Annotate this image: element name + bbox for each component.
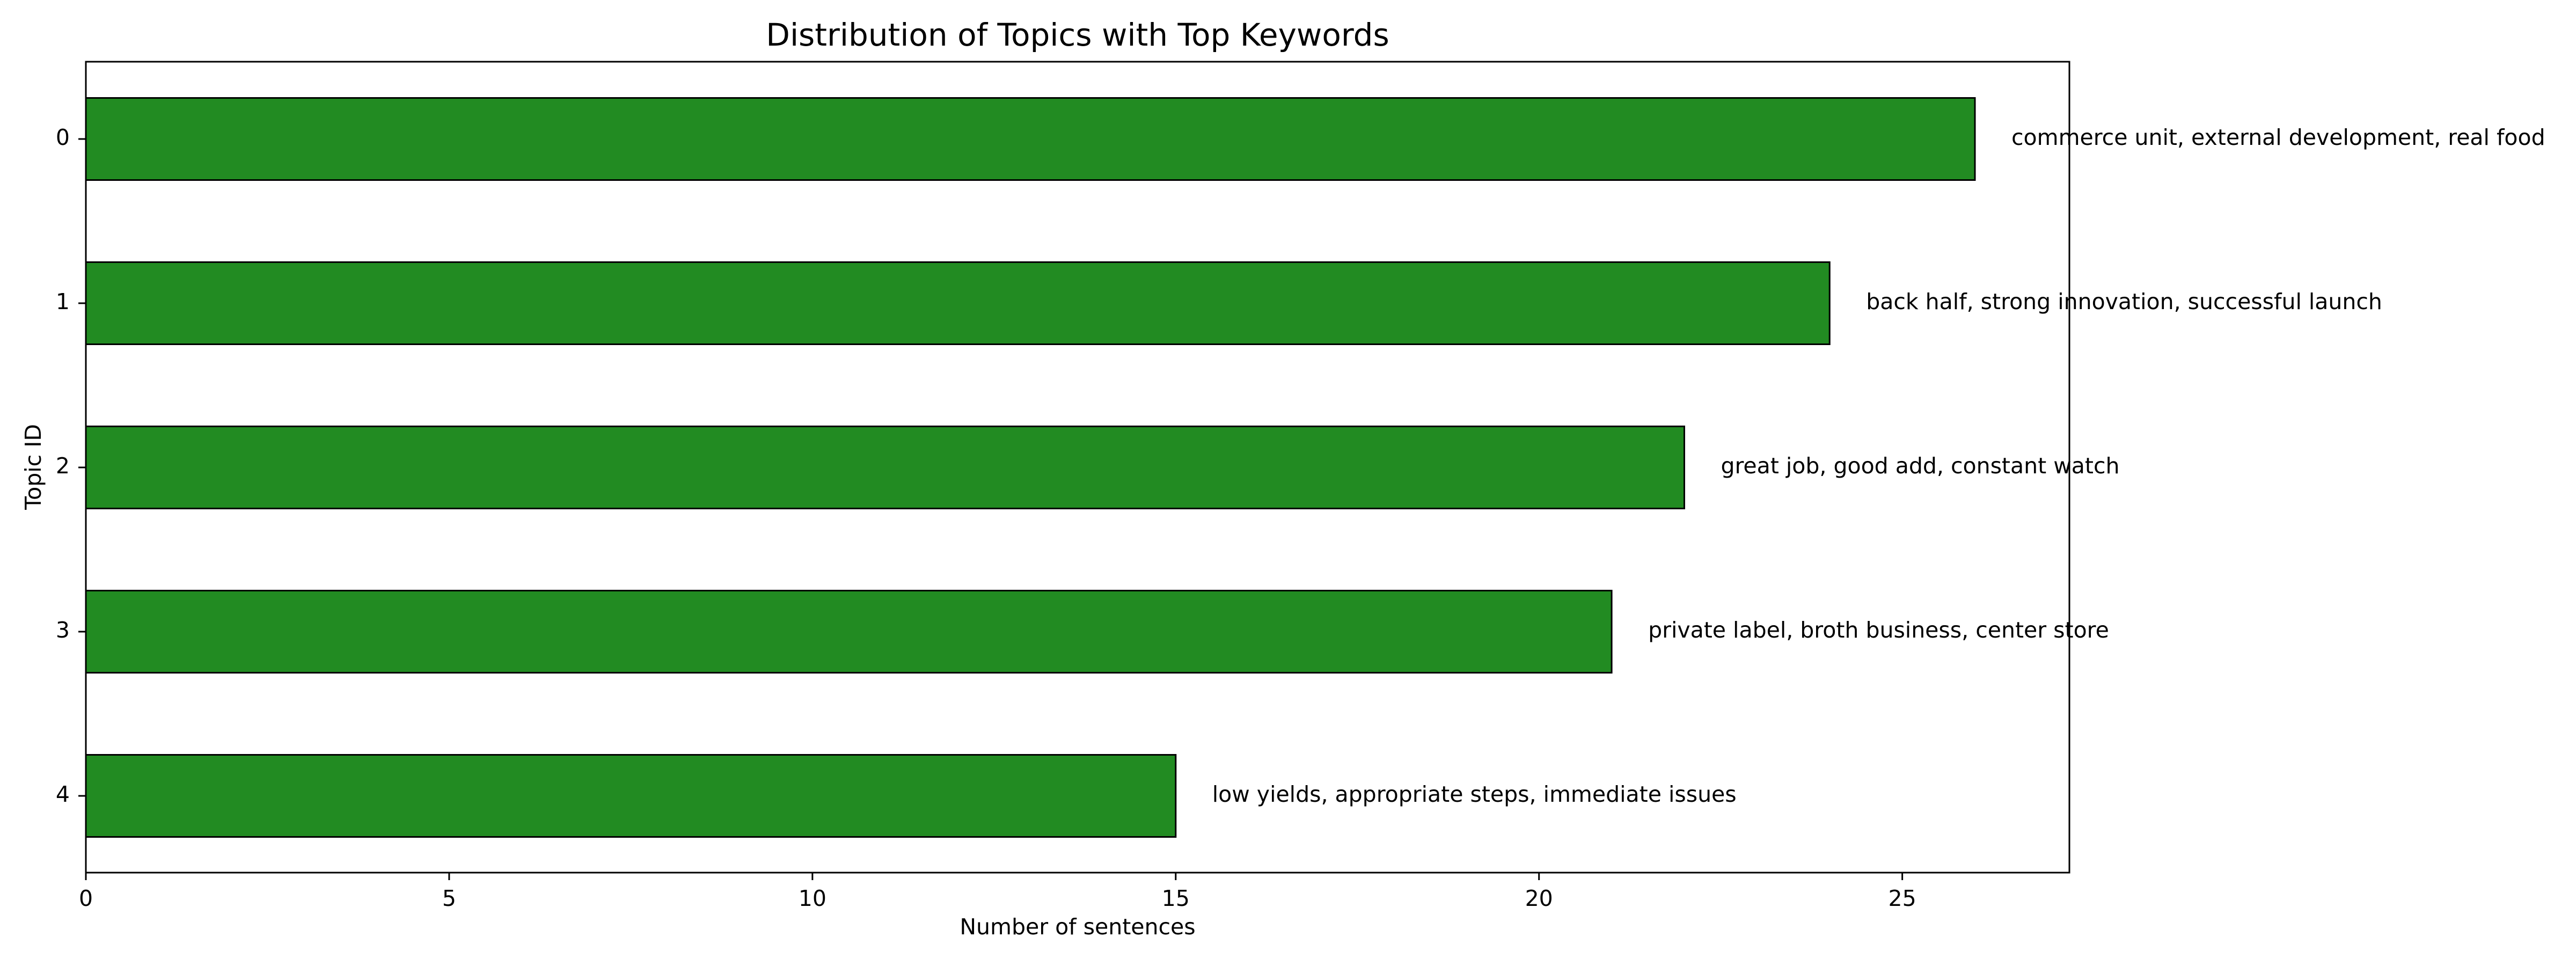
bar-topic-2 <box>85 426 1685 509</box>
data-label-topic-0: commerce unit, external development, rea… <box>2011 125 2545 150</box>
x-axis-ticks: 0 5 10 15 20 25 <box>79 873 1916 911</box>
bar-topic-1 <box>85 261 1831 345</box>
x-axis-label: Number of sentences <box>960 914 1195 940</box>
data-label-topic-3: private label, broth business, center st… <box>1648 617 2109 643</box>
x-tick-label: 15 <box>1162 885 1190 911</box>
y-tick-label: 0 <box>56 125 70 150</box>
y-tick-label: 4 <box>56 781 70 807</box>
y-axis-ticks: 0 1 2 3 4 <box>56 125 86 807</box>
data-label-topic-4: low yields, appropriate steps, immediate… <box>1212 781 1737 807</box>
x-tick-label: 10 <box>799 885 826 911</box>
data-label-topic-1: back half, strong innovation, successful… <box>1866 289 2382 314</box>
chart-title: Distribution of Topics with Top Keywords <box>766 17 1389 53</box>
bar-topic-3 <box>85 590 1613 674</box>
y-tick-label: 2 <box>56 453 70 479</box>
bar-topic-0 <box>85 97 1976 181</box>
bar-topic-4 <box>85 754 1177 838</box>
data-labels-group: commerce unit, external development, rea… <box>1212 125 2545 807</box>
x-tick-label: 5 <box>442 885 456 911</box>
y-tick-label: 1 <box>56 289 70 314</box>
y-axis-label: Topic ID <box>20 424 46 510</box>
data-label-topic-2: great job, good add, constant watch <box>1721 453 2119 479</box>
x-tick-label: 20 <box>1525 885 1553 911</box>
x-tick-label: 25 <box>1889 885 1916 911</box>
y-tick-label: 3 <box>56 617 70 643</box>
x-tick-label: 0 <box>79 885 93 911</box>
bars-group <box>85 97 1976 838</box>
